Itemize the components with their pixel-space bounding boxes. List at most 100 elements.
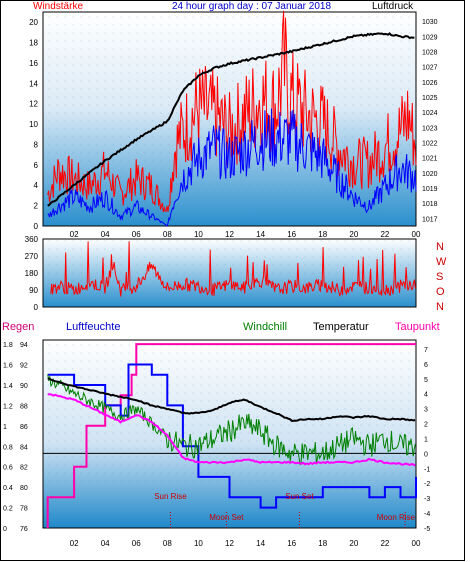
direction-tick-label: 360 (25, 235, 39, 244)
event-label: Moon Set (209, 513, 244, 522)
regen-label: Regen (2, 321, 34, 333)
humidity-tick-label: 76 (20, 526, 28, 533)
temp-tick-label: 2 (424, 422, 428, 429)
wind-tick-label: 14 (29, 79, 38, 88)
humidity-tick-label: 86 (20, 424, 28, 431)
humidity-tick-label: 92 (20, 363, 28, 370)
humidity-tick-label: 88 (20, 403, 28, 410)
regen-tick-label: 1.2 (3, 403, 13, 410)
wind-tick-label: 20 (29, 18, 38, 27)
wind-tick-label: 2 (34, 202, 39, 211)
pressure-tick-label: 1029 (422, 34, 438, 41)
x-tick-label: 00 (412, 230, 421, 239)
x-tick-label: 08 (163, 230, 172, 239)
x-tick-label: 08 (163, 539, 172, 548)
pressure-tick-label: 1026 (422, 80, 438, 87)
pressure-tick-label: 1025 (422, 95, 438, 102)
humidity-tick-label: 90 (20, 383, 28, 390)
temperatur-series (47, 377, 416, 423)
wind-avg-series (47, 108, 417, 227)
pressure-tick-label: 1019 (422, 186, 438, 193)
temp-tick-label: 5 (424, 377, 428, 384)
regen-tick-label: 0.2 (3, 506, 13, 513)
pressure-tick-label: 1020 (422, 171, 438, 178)
humidity-tick-label: 84 (20, 444, 28, 451)
event-label: Moon Rise (377, 513, 416, 522)
event-label: Sun Set (285, 492, 314, 501)
wind-label: Windstärke (33, 1, 83, 12)
temp-tick-label: -5 (424, 526, 430, 533)
wind-pressure-chart: 0 2 4 6 8 10 12 14 16 18 20 1017 1018 1019 1020 1021 102… (29, 10, 438, 239)
compass-label: N (436, 301, 444, 313)
temp-tick-label: -2 (424, 481, 430, 488)
regen-tick-label: 0 (3, 526, 7, 533)
temp-tick-label: 6 (424, 362, 428, 369)
temp-tick-label: 7 (424, 347, 428, 354)
x-tick-label: 20 (349, 539, 358, 548)
wind-gust-series (47, 10, 417, 213)
wind-tick-label: 6 (34, 161, 39, 170)
humidity-tick-label: 82 (20, 465, 28, 472)
x-tick-label: 22 (380, 230, 389, 239)
regen-tick-label: 0.8 (3, 444, 13, 451)
x-tick-label: 14 (256, 539, 265, 548)
x-tick-label: 18 (318, 230, 327, 239)
x-tick-label: 06 (132, 230, 141, 239)
x-tick-label: 00 (412, 539, 421, 548)
wind-tick-label: 18 (29, 39, 38, 48)
regen-tick-label: 1.8 (3, 342, 13, 349)
x-tick-label: 04 (101, 230, 110, 239)
pressure-tick-label: 1027 (422, 65, 438, 72)
compass-label: O (436, 286, 445, 298)
wind-tick-label: 0 (34, 222, 39, 231)
pressure-tick-label: 1028 (422, 49, 438, 56)
pressure-label: Luftdruck (372, 1, 414, 12)
x-tick-label: 22 (380, 539, 389, 548)
pressure-tick-label: 1030 (422, 19, 438, 26)
x-tick-label: 18 (318, 539, 327, 548)
regen-tick-label: 1 (3, 424, 7, 431)
temp-humidity-grid (43, 340, 416, 528)
pressure-tick-label: 1023 (422, 125, 438, 132)
regen-tick-label: 0.6 (3, 465, 13, 472)
regen-tick-label: 1.6 (3, 363, 13, 370)
pressure-tick-label: 1017 (422, 216, 438, 223)
temp-tick-label: -1 (424, 466, 430, 473)
direction-tick-label: 0 (34, 303, 39, 312)
wind-tick-label: 12 (29, 100, 38, 109)
wind-pressure-grid (43, 12, 416, 226)
compass-label: W (436, 256, 447, 268)
wind-tick-label: 16 (29, 59, 38, 68)
regen-tick-label: 0.4 (3, 485, 13, 492)
x-tick-label: 16 (287, 539, 296, 548)
taupunkt-label: Taupunkt (395, 321, 440, 333)
pressure-tick-label: 1021 (422, 156, 438, 163)
compass-label: S (436, 271, 443, 283)
pressure-tick-label: 1022 (422, 141, 438, 148)
x-tick-label: 04 (101, 539, 110, 548)
pressure-series (47, 32, 415, 207)
direction-tick-label: 180 (25, 269, 39, 278)
temp-tick-label: -4 (424, 511, 430, 518)
humidity-tick-label: 80 (20, 485, 28, 492)
wind-tick-label: 4 (34, 181, 39, 190)
pressure-tick-label: 1018 (422, 201, 438, 208)
event-label: Sun Rise (154, 492, 187, 501)
luftfeuchte-label: Luftfeuchte (66, 321, 120, 333)
x-tick-label: 10 (194, 539, 203, 548)
wind-tick-label: 8 (34, 140, 39, 149)
direction-tick-label: 90 (29, 286, 38, 295)
humidity-tick-label: 94 (20, 342, 28, 349)
x-tick-label: 02 (70, 539, 79, 548)
windchill-series (47, 374, 416, 466)
windchill-label: Windchill (243, 321, 287, 333)
direction-tick-label: 270 (25, 252, 39, 261)
wind-direction-grid (43, 239, 416, 307)
x-tick-label: 20 (349, 230, 358, 239)
pressure-tick-label: 1024 (422, 110, 438, 117)
taupunkt-series (47, 393, 416, 467)
wind-tick-label: 10 (29, 120, 38, 129)
x-tick-label: 16 (287, 230, 296, 239)
